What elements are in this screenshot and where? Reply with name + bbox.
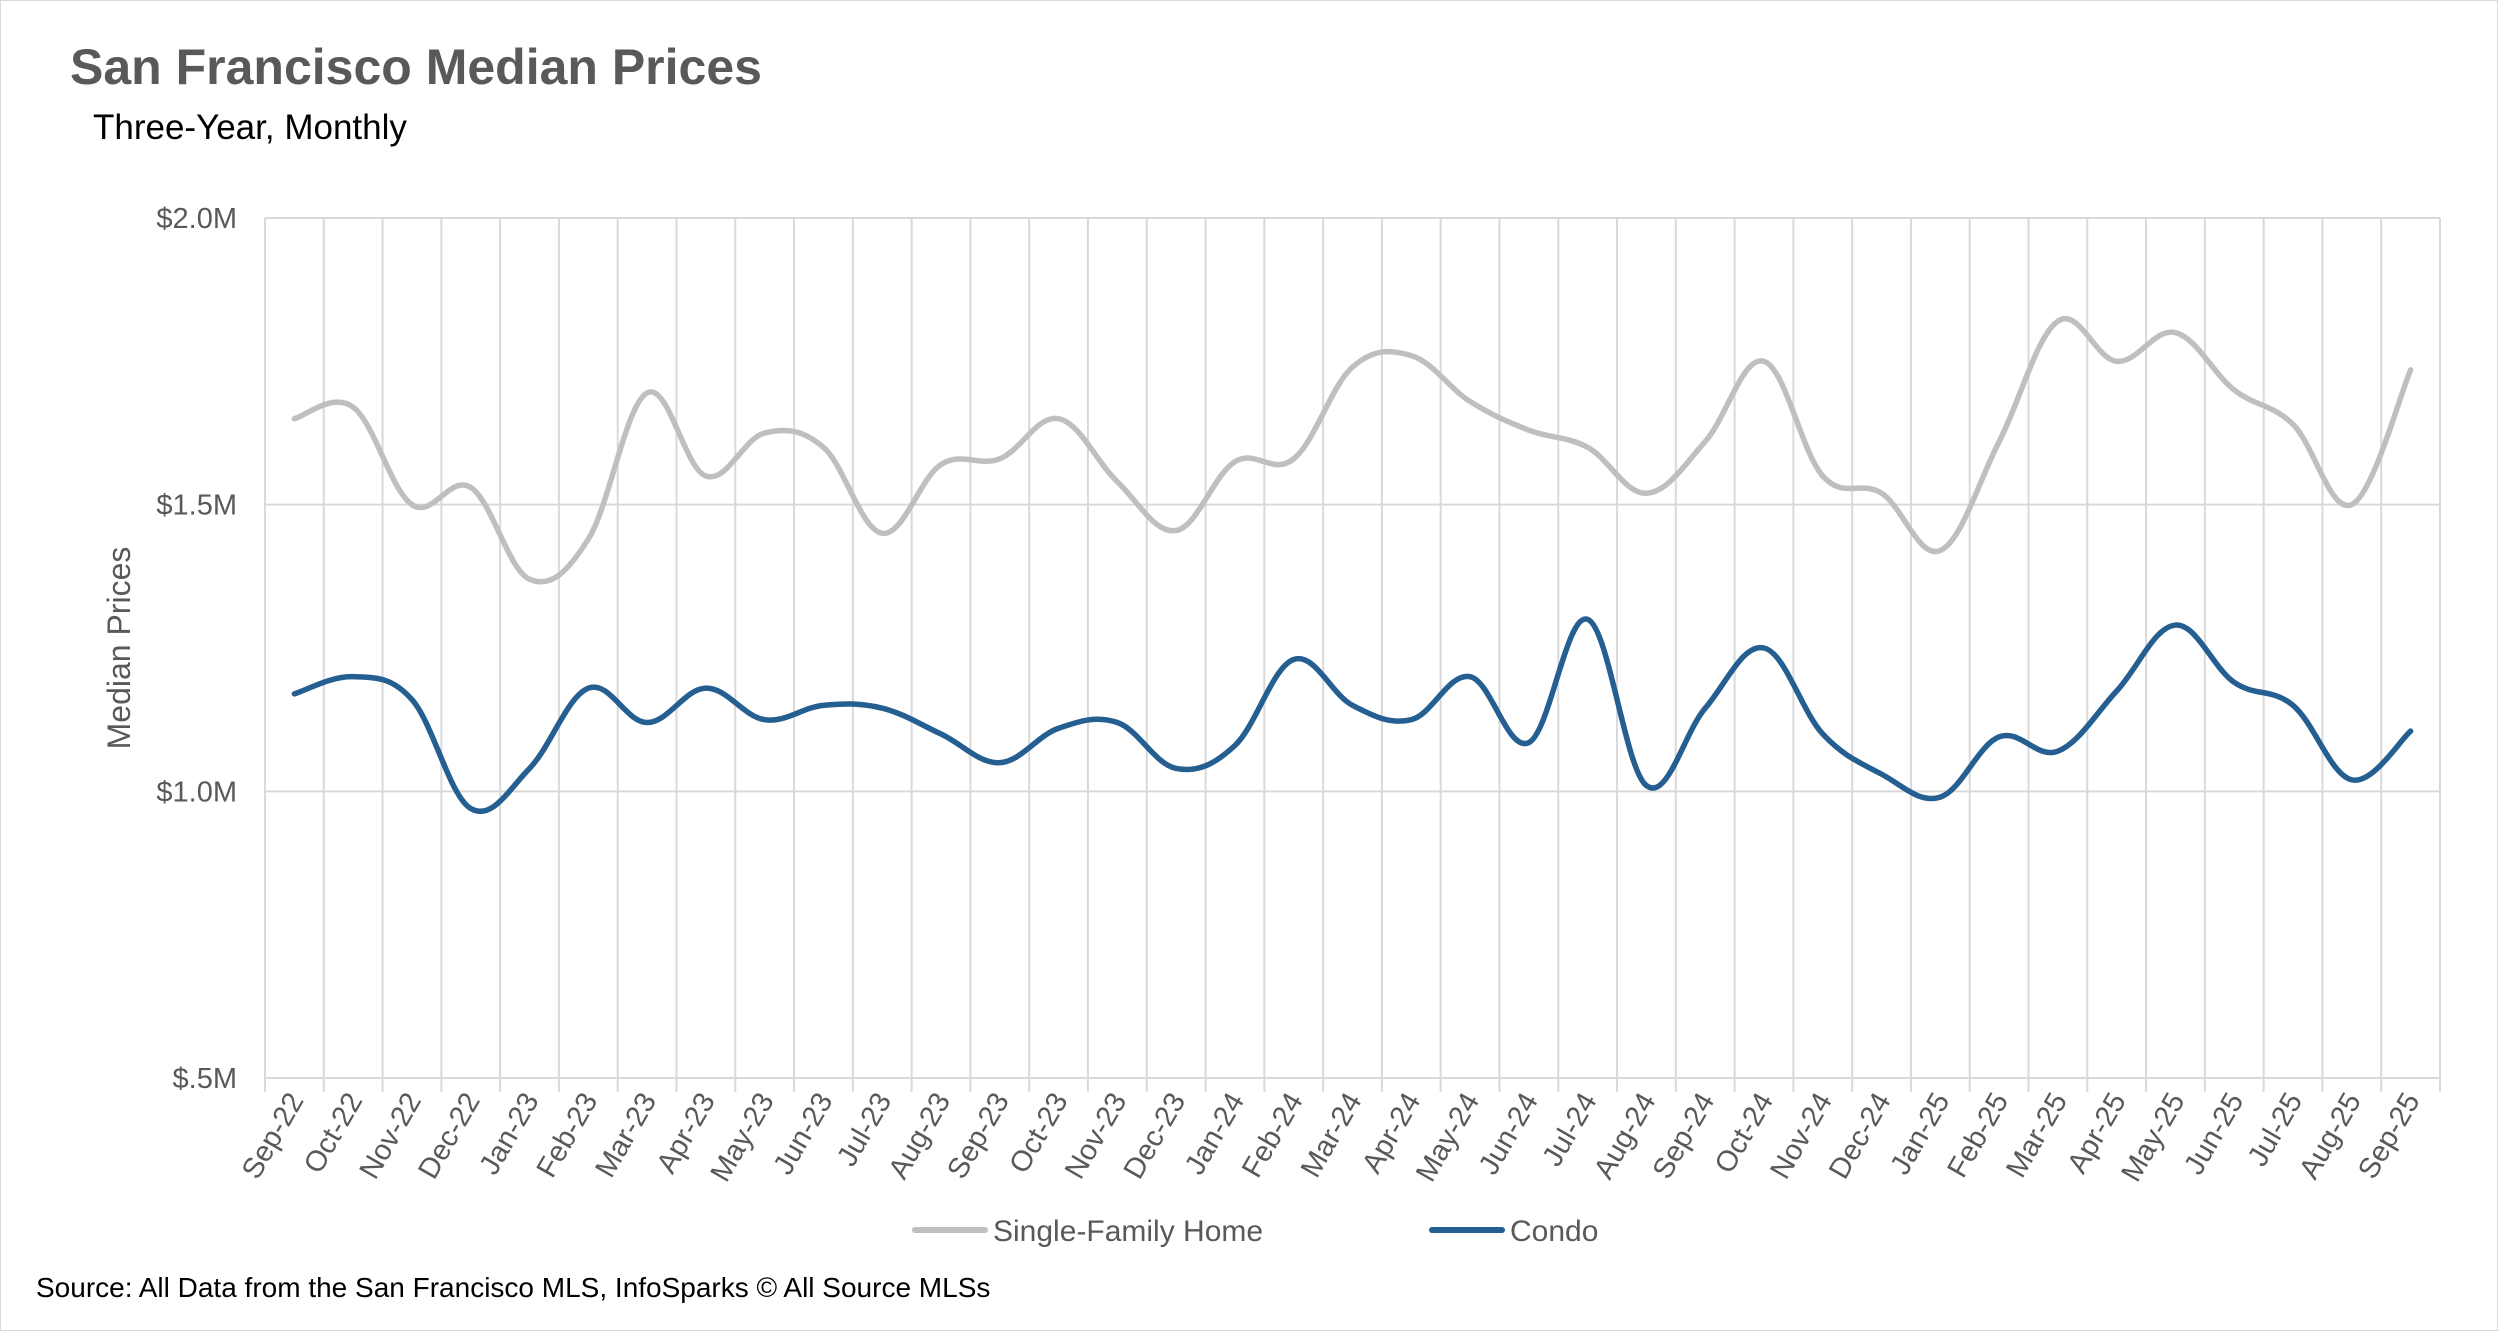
data-point-single-family-home (2351, 504, 2352, 505)
legend-label: Condo (1510, 1215, 1598, 1248)
data-point-single-family-home (647, 392, 648, 393)
data-point-single-family-home (353, 407, 354, 408)
data-point-single-family-home (2057, 321, 2058, 322)
data-point-single-family-home (764, 433, 765, 434)
data-point-single-family-home (999, 458, 1000, 459)
data-point-condo (1117, 722, 1118, 723)
series-line-single-family-home (291, 316, 2414, 585)
data-point-single-family-home (411, 504, 412, 505)
data-point-condo (1881, 774, 1882, 775)
data-point-condo (1352, 705, 1353, 706)
data-point-single-family-home (941, 464, 942, 465)
data-point-condo (588, 688, 589, 689)
data-point-condo (1940, 797, 1941, 798)
data-point-single-family-home (1117, 481, 1118, 482)
y-tick-label: $1.5M (156, 490, 237, 522)
data-point-condo (1999, 736, 2000, 737)
data-point-condo (2175, 625, 2176, 626)
data-point-condo (1587, 619, 1588, 620)
data-point-condo (353, 676, 354, 677)
y-axis-ticks: $2.0M $1.5M $1.0M $.5M (156, 203, 237, 1095)
data-point-single-family-home (1293, 458, 1294, 459)
horizontal-gridlines (265, 217, 2440, 1079)
data-point-condo (2293, 705, 2294, 706)
x-tick-label: Sep-22 (236, 1088, 310, 1185)
legend-label: Single-Family Home (993, 1215, 1263, 1248)
data-point-condo (2351, 779, 2352, 780)
series-lines (291, 316, 2414, 814)
data-point-single-family-home (1881, 493, 1882, 494)
data-point-condo (2410, 731, 2411, 732)
data-point-condo (2057, 751, 2058, 752)
data-point-condo (529, 768, 530, 769)
data-point-condo (882, 708, 883, 709)
data-point-condo (764, 719, 765, 720)
chart-subtitle: Three-Year, Monthly (93, 108, 407, 147)
data-point-condo (294, 693, 295, 694)
data-point-condo (647, 722, 648, 723)
x-tick-label: Jun-25 (2178, 1088, 2250, 1181)
data-point-single-family-home (1587, 447, 1588, 448)
y-axis-title: Median Prices (101, 547, 137, 750)
data-point-single-family-home (1352, 367, 1353, 368)
data-point-condo (1763, 648, 1764, 649)
y-tick-label: $2.0M (156, 203, 237, 235)
data-point-condo (1058, 728, 1059, 729)
data-point-condo (1234, 745, 1235, 746)
data-point-single-family-home (1999, 441, 2000, 442)
data-point-single-family-home (1822, 476, 1823, 477)
data-point-single-family-home (1058, 418, 1059, 419)
data-point-condo (999, 762, 1000, 763)
data-point-condo (470, 808, 471, 809)
data-point-single-family-home (2293, 424, 2294, 425)
data-point-condo (1411, 719, 1412, 720)
data-point-single-family-home (470, 487, 471, 488)
data-point-condo (1646, 785, 1647, 786)
data-point-condo (1470, 676, 1471, 677)
data-point-condo (2234, 682, 2235, 683)
data-point-single-family-home (529, 579, 530, 580)
x-axis-ticks: Sep-22Oct-22Nov-22Dec-22Jan-23Feb-23Mar-… (236, 1088, 2427, 1188)
data-point-condo (1705, 708, 1706, 709)
series-line-condo (291, 616, 2414, 814)
data-point-single-family-home (2234, 390, 2235, 391)
data-point-single-family-home (823, 447, 824, 448)
x-tick-label: Jun-24 (1473, 1088, 1545, 1181)
chart-title: San Francisco Median Prices (70, 39, 762, 95)
data-point-single-family-home (2410, 369, 2411, 370)
data-point-single-family-home (1470, 401, 1471, 402)
data-point-single-family-home (1234, 461, 1235, 462)
data-point-condo (823, 705, 824, 706)
vertical-gridlines (264, 218, 2441, 1092)
data-point-single-family-home (1763, 361, 1764, 362)
x-tick-label: Jun-23 (767, 1088, 839, 1181)
data-point-single-family-home (2175, 332, 2176, 333)
data-point-single-family-home (1176, 530, 1177, 531)
data-point-condo (1293, 659, 1294, 660)
data-point-single-family-home (294, 418, 295, 419)
data-point-condo (411, 699, 412, 700)
data-point-condo (941, 734, 942, 735)
data-point-condo (2116, 691, 2117, 692)
data-point-single-family-home (1705, 441, 1706, 442)
y-tick-label: $1.0M (156, 776, 237, 808)
data-point-single-family-home (1940, 550, 1941, 551)
legend: Single-Family Home Condo (912, 1215, 1598, 1248)
source-note: Source: All Data from the San Francisco … (36, 1272, 991, 1303)
data-point-single-family-home (882, 533, 883, 534)
data-point-condo (1176, 768, 1177, 769)
y-tick-label: $.5M (173, 1063, 237, 1095)
data-point-condo (1528, 742, 1529, 743)
data-point-condo (1822, 734, 1823, 735)
data-point-single-family-home (1646, 493, 1647, 494)
data-point-single-family-home (588, 539, 589, 540)
data-point-single-family-home (2116, 361, 2117, 362)
data-point-single-family-home (705, 476, 706, 477)
data-point-single-family-home (1411, 355, 1412, 356)
data-point-single-family-home (1528, 430, 1529, 431)
data-point-condo (705, 688, 706, 689)
